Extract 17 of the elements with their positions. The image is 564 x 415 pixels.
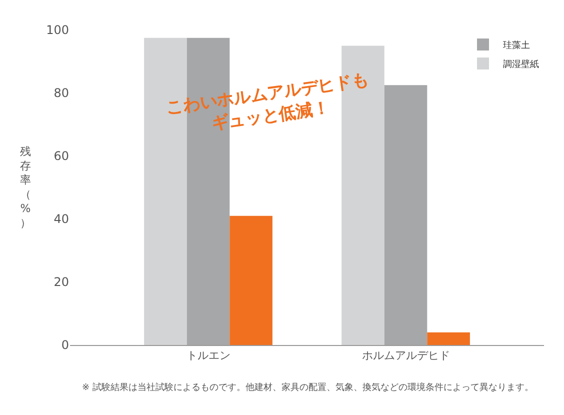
bar [230, 216, 272, 345]
y-tick-label: 80 [54, 86, 69, 100]
bar [342, 46, 384, 345]
annotation: こわいホルムアルデヒドも ギュッと低減！ [165, 70, 370, 134]
legend-label: 調湿壁紙 [503, 59, 539, 70]
x-tick-label: トルエン [186, 349, 230, 362]
y-tick-label: 40 [54, 212, 69, 226]
y-tick-label: 0 [61, 338, 69, 352]
bar [427, 332, 470, 345]
x-tick-label: ホルムアルデヒド [362, 349, 450, 362]
y-tick-label: 20 [54, 275, 69, 290]
y-axis-title: 残存率（%） [20, 145, 31, 230]
legend-label: 珪藻土 [503, 40, 530, 52]
bar [384, 85, 428, 345]
y-tick-label: 60 [54, 149, 69, 164]
y-tick-label: 100 [46, 23, 69, 38]
text: ※ 試験結果は当社試験によるものです。他建材、家具の配置、気象、換気などの環境条件によって異なります。 [82, 382, 534, 393]
